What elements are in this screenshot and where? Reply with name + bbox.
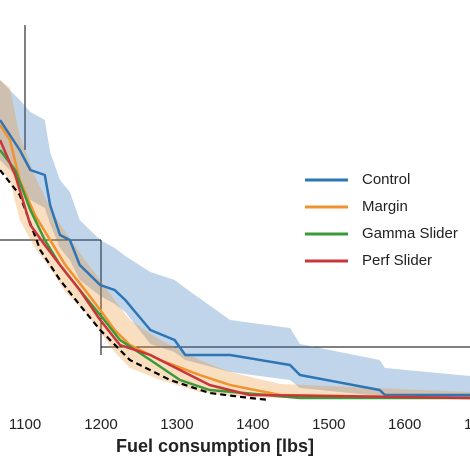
legend-label: Margin xyxy=(362,198,408,215)
plot-area xyxy=(0,80,470,402)
legend-label: Gamma Slider xyxy=(362,225,458,242)
series-line xyxy=(0,149,470,400)
x-axis-label: Fuel consumption [lbs] xyxy=(116,436,314,456)
confidence-band xyxy=(0,80,470,399)
selection-guides xyxy=(0,25,470,355)
x-tick-label: 1400 xyxy=(236,416,269,433)
series-line xyxy=(0,139,470,400)
reference-line xyxy=(0,169,270,402)
x-tick-label: 1100 xyxy=(9,416,41,433)
x-tick-label: 1200 xyxy=(84,416,117,433)
x-tick-label: 1600 xyxy=(388,416,421,433)
x-tick-label: 1300 xyxy=(160,416,193,433)
series-line xyxy=(0,119,470,397)
x-tick-label: 1700 xyxy=(464,416,470,433)
legend-label: Control xyxy=(362,171,410,188)
series-line xyxy=(0,124,470,400)
confidence-band xyxy=(0,80,470,398)
legend-label: Perf Slider xyxy=(362,252,432,269)
x-tick-label: 1500 xyxy=(312,416,345,433)
